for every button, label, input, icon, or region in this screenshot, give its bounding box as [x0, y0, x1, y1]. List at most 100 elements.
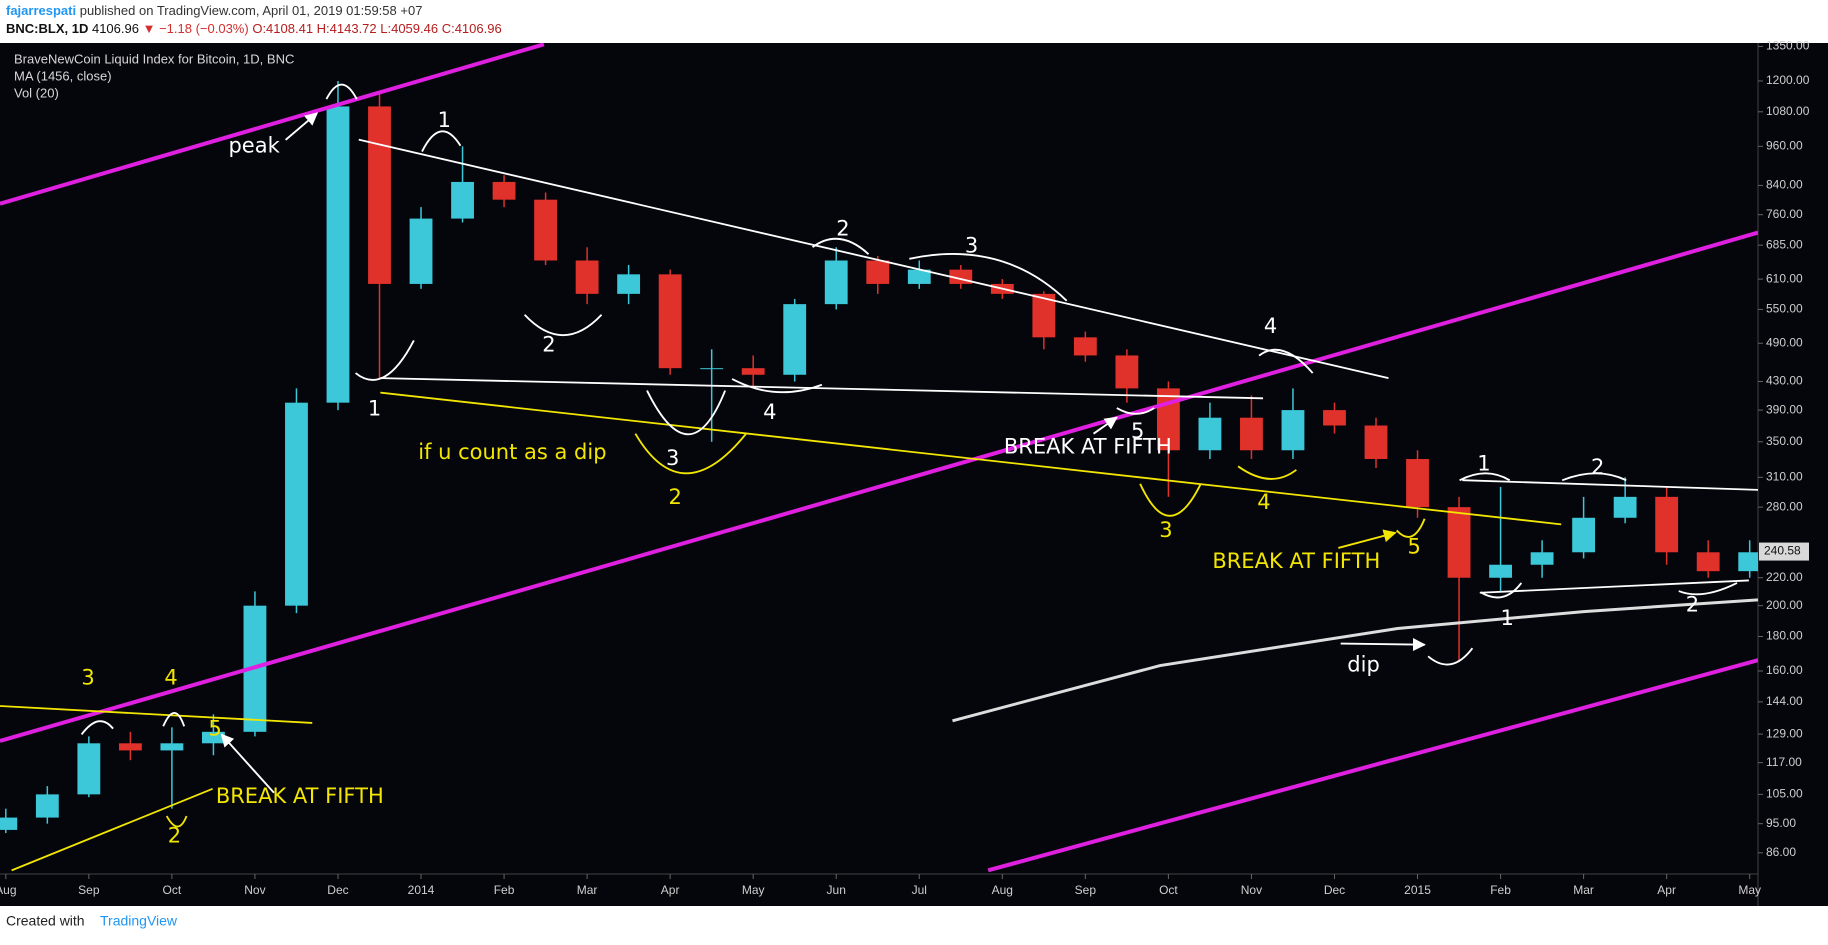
annotation: 2	[836, 217, 849, 241]
moving-average	[952, 598, 1758, 723]
author[interactable]: fajarrespati	[6, 3, 76, 18]
annotation: 5	[1131, 419, 1144, 443]
annotation: BREAK AT FIFTH	[1004, 435, 1172, 459]
x-tick-label: Feb	[494, 883, 515, 897]
candle-body	[201, 731, 225, 744]
candle-body	[1738, 552, 1758, 572]
annotation: 2	[668, 485, 681, 509]
trend-line	[358, 138, 1389, 379]
annotation: 1	[1501, 606, 1514, 630]
candle-body	[1323, 410, 1346, 426]
footer-brand[interactable]: TradingView	[100, 913, 178, 929]
candle-body	[1240, 417, 1263, 451]
candle-body	[285, 402, 308, 606]
hand-drawings	[80, 83, 1738, 828]
x-tick-label: 2014	[408, 883, 435, 897]
trend-line	[380, 391, 1562, 526]
annotation: 3	[666, 446, 679, 470]
y-tick-label: 550.00	[1766, 302, 1803, 316]
y-tick-label: 280.00	[1766, 499, 1803, 513]
candle-body	[35, 794, 59, 818]
x-tick-label: Feb	[1490, 883, 1511, 897]
chart-title: BraveNewCoin Liquid Index for Bitcoin, 1…	[14, 51, 294, 66]
candle-body	[160, 743, 184, 751]
published: published on TradingView.com, April 01, …	[80, 3, 423, 18]
y-tick-label: 350.00	[1766, 434, 1803, 448]
candle-body	[658, 274, 682, 369]
x-tick-label: Nov	[244, 883, 265, 897]
x-tick-label: Mar	[577, 883, 598, 897]
candle-body	[1073, 337, 1097, 356]
candle-body	[1530, 552, 1554, 565]
y-tick-label: 610.00	[1766, 271, 1803, 285]
candle-body	[1613, 496, 1637, 518]
x-tick-label: May	[1738, 883, 1761, 897]
y-tick-label: 840.00	[1766, 178, 1803, 192]
annotation: 1	[1477, 451, 1490, 475]
y-tick-label: 129.00	[1766, 726, 1803, 740]
indicator-label: Vol (20)	[14, 85, 59, 100]
candle-body	[77, 743, 101, 795]
header-line2: BNC:BLX, 1D 4106.96 ▼ −1.18 (−0.03%) O:4…	[6, 21, 502, 36]
x-tick-label: Aug	[992, 883, 1013, 897]
candle-body	[1655, 496, 1679, 553]
chart-background	[0, 43, 1828, 906]
annotation: 2	[542, 333, 555, 357]
trend-line	[380, 377, 1264, 400]
candle-body	[1198, 417, 1222, 451]
annotation: 1	[438, 108, 451, 132]
y-tick-label: 200.00	[1766, 598, 1803, 612]
x-tick-label: Mar	[1573, 883, 1594, 897]
candle-body	[1696, 552, 1720, 572]
candle-body	[118, 743, 142, 751]
annotation: 3	[81, 665, 94, 689]
annotation: BREAK AT FIFTH	[1212, 549, 1380, 573]
candle-body	[368, 106, 391, 284]
trend-line	[11, 788, 213, 872]
plot-area	[0, 43, 1758, 873]
y-tick-label: 685.00	[1766, 237, 1803, 251]
x-tick-label: Jul	[912, 883, 927, 897]
footer-background	[0, 906, 1828, 940]
trend-line	[987, 658, 1758, 873]
x-tick-label: Jun	[827, 883, 846, 897]
candle-body	[907, 269, 931, 284]
candle-body	[1572, 517, 1596, 553]
candle-body	[575, 260, 599, 294]
candle-body	[1032, 293, 1056, 338]
candle-body	[866, 260, 890, 284]
candle-body	[700, 368, 724, 370]
y-tick-label: 86.00	[1766, 845, 1796, 859]
y-tick-label: 390.00	[1766, 402, 1803, 416]
y-tick-label: 1080.00	[1766, 104, 1810, 118]
candle-body	[534, 199, 558, 261]
ohlc: O:4108.41 H:4143.72 L:4059.46 C:4106.96	[252, 21, 501, 36]
y-tick-label: 960.00	[1766, 138, 1803, 152]
y-tick-label: 310.00	[1766, 469, 1803, 483]
annotation: 2	[168, 823, 181, 847]
annotation: 2	[1591, 455, 1604, 479]
candle-body	[1364, 425, 1388, 460]
x-tick-label: Aug	[0, 883, 16, 897]
x-tick-label: Sep	[1075, 883, 1097, 897]
candle-body	[326, 106, 350, 403]
x-tick-label: Dec	[327, 883, 348, 897]
trend-line	[1462, 479, 1758, 491]
annotation: 4	[1257, 490, 1270, 514]
candle-body	[1115, 355, 1139, 389]
candle-body	[617, 274, 641, 294]
x-tick-label: May	[742, 883, 765, 897]
change: ▼ −1.18 (−0.03%)	[143, 21, 249, 36]
candle-body	[824, 260, 848, 305]
header-line1: fajarrespati published on TradingView.co…	[6, 3, 422, 18]
y-tick-label: 1200.00	[1766, 73, 1810, 87]
x-tick-label: Apr	[1657, 883, 1676, 897]
trend-line	[0, 230, 1758, 743]
annotation: 3	[1159, 518, 1172, 542]
annotation: BREAK AT FIFTH	[216, 784, 384, 808]
x-tick-label: Dec	[1324, 883, 1345, 897]
y-tick-label: 160.00	[1766, 663, 1803, 677]
y-tick-label: 1350.00	[1766, 39, 1810, 53]
price: 4106.96	[92, 21, 139, 36]
